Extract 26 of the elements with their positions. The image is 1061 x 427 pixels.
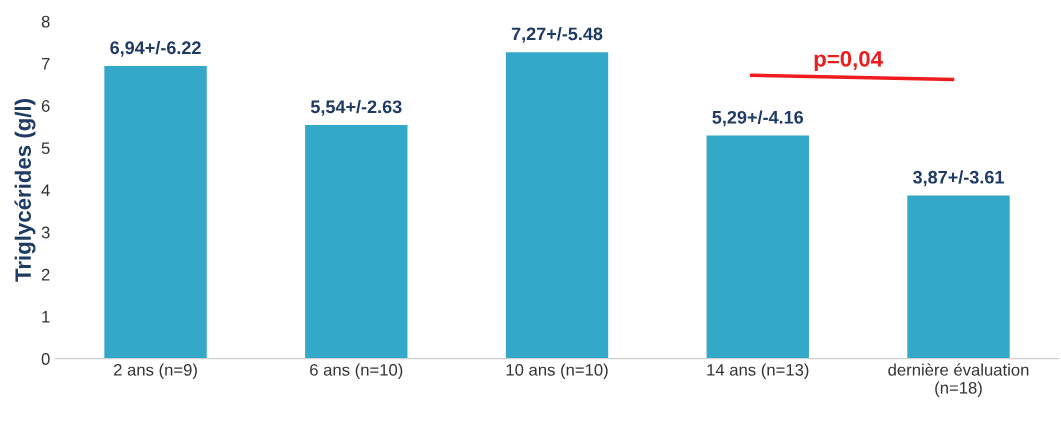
bar [706,135,809,359]
data-label: 7,27+/-5.48 [511,26,603,43]
annotation: p=0,04 [814,50,883,72]
x-tick-label: 10 ans (n=10) [506,363,608,380]
x-tick-label: 2 ans (n=9) [114,363,197,380]
y-tick-label: 5 [41,142,50,155]
bar [907,195,1010,359]
x-tick-label: dernière évaluation (n=18) [888,363,1029,398]
x-tick-label: 6 ans (n=10) [310,363,403,380]
data-label: 5,54+/-2.63 [310,99,402,116]
y-tick-label: 8 [41,15,50,28]
data-label: 3,87+/-3.61 [913,170,1004,187]
y-tick-label: 4 [41,184,50,197]
y-tick-label: 3 [41,226,50,239]
y-tick-label: 0 [41,353,50,365]
y-tick-label: 1 [42,311,50,323]
data-label: 6,94+/-6.22 [110,40,201,57]
y-axis-title: Triglycérides (g/l) [14,99,36,282]
x-tick-label: 14 ans (n=13) [707,363,809,380]
bar [505,52,609,359]
data-label: 5,29+/-4.16 [712,110,804,127]
bar [104,66,207,359]
bar [305,125,408,359]
y-tick-label: 6 [41,100,50,112]
y-tick-label: 2 [41,268,50,281]
y-tick-label: 7 [41,58,50,70]
